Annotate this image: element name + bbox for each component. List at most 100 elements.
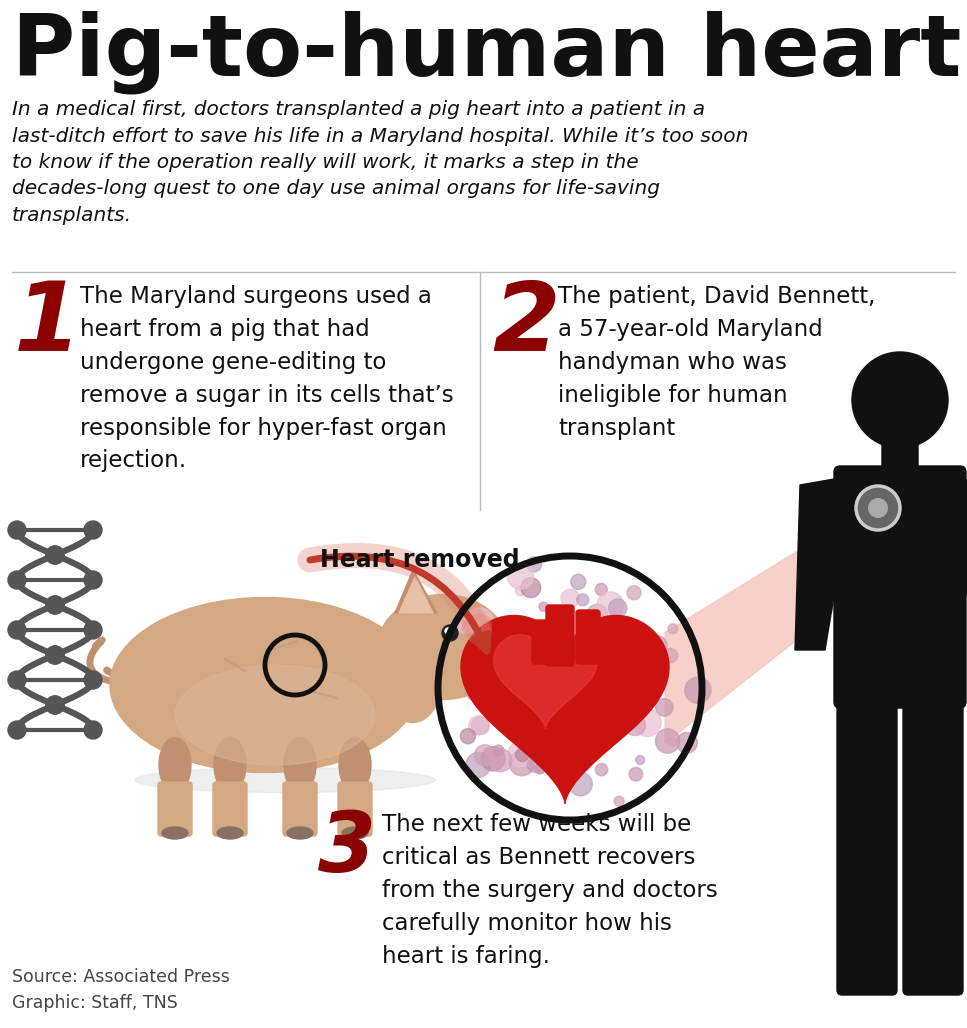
Circle shape — [84, 721, 102, 739]
Ellipse shape — [488, 649, 498, 661]
Circle shape — [515, 748, 529, 762]
Text: Heart removed: Heart removed — [320, 548, 519, 572]
Circle shape — [8, 571, 26, 589]
Circle shape — [567, 668, 589, 690]
Circle shape — [685, 677, 711, 703]
Circle shape — [554, 663, 582, 691]
Circle shape — [539, 699, 554, 714]
Circle shape — [551, 647, 564, 659]
Circle shape — [491, 691, 509, 707]
Circle shape — [626, 674, 634, 684]
Ellipse shape — [159, 737, 191, 793]
Circle shape — [569, 772, 592, 796]
Circle shape — [528, 644, 554, 669]
Circle shape — [587, 604, 607, 625]
Text: The next few weeks will be
critical as Bennett recovers
from the surgery and doc: The next few weeks will be critical as B… — [382, 813, 718, 967]
Circle shape — [507, 638, 521, 653]
Ellipse shape — [475, 634, 530, 676]
Circle shape — [635, 756, 645, 765]
Circle shape — [656, 699, 673, 717]
Circle shape — [562, 686, 571, 695]
Ellipse shape — [284, 737, 316, 793]
Circle shape — [442, 625, 458, 641]
Circle shape — [605, 708, 632, 736]
Text: Source: Associated Press
Graphic: Staff, TNS: Source: Associated Press Graphic: Staff,… — [12, 968, 230, 1012]
Text: In a medical first, doctors transplanted a pig heart into a patient in a
last-di: In a medical first, doctors transplanted… — [12, 100, 748, 225]
Circle shape — [509, 741, 534, 766]
Circle shape — [856, 486, 900, 530]
FancyBboxPatch shape — [158, 782, 192, 836]
Circle shape — [84, 521, 102, 539]
Circle shape — [599, 653, 616, 671]
Ellipse shape — [378, 594, 508, 699]
Circle shape — [46, 546, 64, 564]
Circle shape — [508, 563, 534, 589]
Circle shape — [571, 575, 586, 589]
Circle shape — [575, 696, 595, 715]
Circle shape — [575, 701, 594, 719]
Circle shape — [595, 584, 607, 595]
Circle shape — [563, 677, 588, 703]
Circle shape — [494, 634, 511, 651]
Circle shape — [545, 621, 573, 648]
Circle shape — [466, 752, 490, 777]
Circle shape — [8, 721, 26, 739]
Circle shape — [551, 733, 568, 749]
Circle shape — [545, 638, 567, 660]
Circle shape — [663, 649, 678, 663]
Ellipse shape — [342, 827, 368, 839]
Circle shape — [492, 664, 513, 685]
Circle shape — [561, 703, 581, 723]
Circle shape — [523, 638, 545, 662]
Polygon shape — [461, 616, 669, 804]
Polygon shape — [493, 634, 598, 729]
Circle shape — [566, 691, 575, 700]
FancyBboxPatch shape — [213, 782, 247, 836]
Ellipse shape — [506, 649, 516, 661]
Circle shape — [576, 594, 589, 605]
Circle shape — [599, 686, 625, 712]
Circle shape — [617, 628, 634, 646]
Circle shape — [612, 697, 628, 712]
Circle shape — [524, 685, 549, 709]
Polygon shape — [466, 620, 663, 798]
Circle shape — [489, 748, 513, 772]
Circle shape — [625, 715, 646, 736]
Circle shape — [571, 711, 596, 736]
Circle shape — [550, 687, 568, 704]
Circle shape — [561, 677, 580, 697]
Circle shape — [656, 729, 680, 754]
Circle shape — [533, 734, 557, 759]
Circle shape — [571, 674, 588, 692]
FancyBboxPatch shape — [576, 610, 600, 664]
Circle shape — [481, 746, 506, 771]
Circle shape — [460, 729, 476, 743]
Text: 1: 1 — [14, 278, 81, 371]
Circle shape — [579, 725, 605, 750]
Circle shape — [547, 674, 575, 702]
Circle shape — [633, 708, 661, 736]
Circle shape — [521, 578, 541, 597]
Circle shape — [525, 663, 543, 681]
Circle shape — [565, 683, 574, 692]
Circle shape — [648, 635, 667, 655]
Circle shape — [504, 669, 527, 694]
Circle shape — [604, 652, 622, 669]
Circle shape — [677, 732, 697, 754]
Circle shape — [668, 624, 678, 633]
Polygon shape — [395, 570, 437, 613]
Circle shape — [529, 718, 552, 740]
Polygon shape — [795, 478, 840, 650]
Circle shape — [597, 592, 624, 619]
Circle shape — [535, 764, 545, 774]
FancyBboxPatch shape — [532, 620, 552, 664]
Circle shape — [553, 630, 565, 642]
Circle shape — [594, 675, 613, 694]
Circle shape — [497, 685, 513, 701]
Circle shape — [507, 666, 520, 680]
Circle shape — [84, 571, 102, 589]
Circle shape — [493, 745, 504, 756]
Circle shape — [46, 696, 64, 714]
Circle shape — [576, 694, 601, 719]
Ellipse shape — [162, 827, 188, 839]
